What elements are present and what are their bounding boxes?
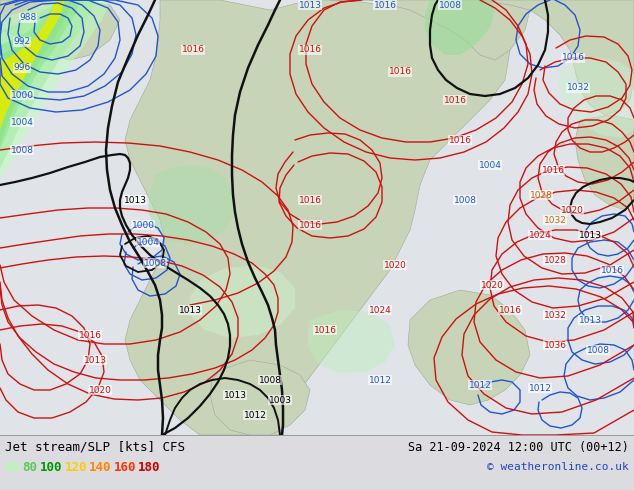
Text: 1024: 1024	[368, 305, 391, 315]
Text: 1016: 1016	[373, 0, 396, 9]
Text: 120: 120	[65, 461, 87, 473]
Text: 1000: 1000	[131, 220, 155, 229]
Text: 1028: 1028	[529, 191, 552, 199]
Text: 1012: 1012	[529, 384, 552, 392]
Text: 1028: 1028	[543, 255, 566, 265]
Text: 100: 100	[40, 461, 62, 473]
Text: 1013: 1013	[224, 391, 247, 399]
Text: 1004: 1004	[11, 118, 34, 126]
Polygon shape	[330, 0, 530, 60]
Text: 1016: 1016	[313, 325, 337, 335]
Text: 1013: 1013	[299, 0, 321, 9]
Text: Sa 21-09-2024 12:00 UTC (00+12): Sa 21-09-2024 12:00 UTC (00+12)	[408, 441, 629, 454]
Text: 1008: 1008	[259, 375, 281, 385]
Text: 1008: 1008	[143, 259, 167, 268]
Text: 180: 180	[138, 461, 160, 473]
Text: 1016: 1016	[444, 96, 467, 104]
Polygon shape	[0, 0, 65, 130]
Text: 1024: 1024	[529, 230, 552, 240]
Text: 1013: 1013	[578, 230, 602, 240]
Polygon shape	[0, 0, 110, 180]
Text: 1013: 1013	[179, 305, 202, 315]
Text: 988: 988	[20, 14, 37, 23]
Text: 1016: 1016	[562, 53, 585, 63]
Polygon shape	[308, 310, 395, 373]
Polygon shape	[408, 290, 530, 405]
Text: 1000: 1000	[11, 91, 34, 99]
Text: 1008: 1008	[586, 345, 609, 354]
Text: © weatheronline.co.uk: © weatheronline.co.uk	[488, 462, 629, 472]
Text: 1016: 1016	[389, 68, 411, 76]
Polygon shape	[480, 0, 634, 115]
Polygon shape	[0, 0, 95, 168]
Text: 1016: 1016	[299, 46, 321, 54]
Text: 1008: 1008	[439, 0, 462, 9]
Polygon shape	[558, 58, 634, 138]
Text: 160: 160	[113, 461, 136, 473]
Text: 1008: 1008	[453, 196, 477, 204]
Bar	[0, 435, 634, 490]
Polygon shape	[0, 0, 80, 150]
Text: 1016: 1016	[498, 305, 522, 315]
Text: 1013: 1013	[578, 316, 602, 324]
Text: 1016: 1016	[299, 196, 321, 204]
Text: 996: 996	[13, 64, 30, 73]
Text: 1013: 1013	[84, 356, 107, 365]
Text: 1012: 1012	[243, 411, 266, 419]
Polygon shape	[210, 360, 310, 435]
Text: 80: 80	[22, 461, 37, 473]
Text: 1020: 1020	[560, 205, 583, 215]
Bar	[0, 0, 634, 435]
Text: 1032: 1032	[543, 311, 566, 319]
Polygon shape	[0, 0, 72, 145]
Text: 1004: 1004	[479, 161, 501, 170]
Text: 1016: 1016	[541, 166, 564, 174]
Text: 1032: 1032	[567, 83, 590, 93]
Text: 1020: 1020	[481, 280, 503, 290]
Polygon shape	[0, 0, 120, 60]
Text: 1012: 1012	[469, 381, 491, 390]
Text: Jet stream/SLP [kts] CFS: Jet stream/SLP [kts] CFS	[5, 441, 185, 454]
Polygon shape	[190, 265, 295, 338]
Text: 1013: 1013	[124, 196, 146, 204]
Polygon shape	[125, 0, 510, 435]
Text: 1016: 1016	[448, 136, 472, 145]
Text: 1016: 1016	[79, 330, 101, 340]
Text: 992: 992	[13, 38, 30, 47]
Text: 1036: 1036	[543, 341, 567, 349]
Text: 1016: 1016	[181, 46, 205, 54]
Polygon shape	[425, 0, 495, 55]
Text: 1016: 1016	[600, 266, 623, 274]
Text: 1012: 1012	[368, 375, 391, 385]
Text: 140: 140	[89, 461, 112, 473]
Polygon shape	[575, 115, 634, 210]
Text: 60: 60	[5, 461, 20, 473]
Text: 1008: 1008	[11, 146, 34, 154]
Text: 1004: 1004	[136, 238, 159, 246]
Text: 1020: 1020	[384, 261, 406, 270]
Text: 1032: 1032	[543, 216, 566, 224]
Polygon shape	[148, 165, 235, 245]
Text: 1020: 1020	[89, 386, 112, 394]
Text: 1016: 1016	[299, 220, 321, 229]
Text: 1003: 1003	[269, 395, 292, 405]
